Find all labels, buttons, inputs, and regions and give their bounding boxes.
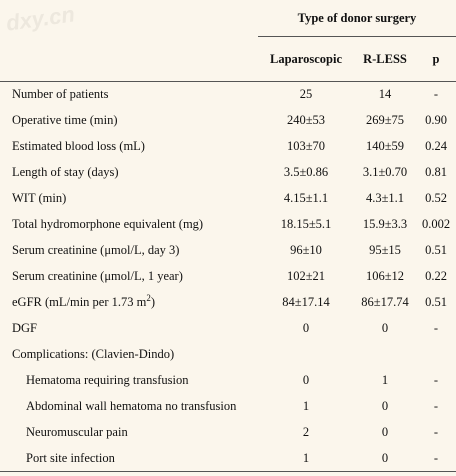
p-value: 0.002 [421, 217, 451, 231]
laparoscopic-value: 240±53 [286, 113, 326, 127]
laparoscopic-value: 18.15±5.1 [280, 217, 332, 231]
table-row: Serum creatinine (μmol/L, day 3) 96±10 9… [0, 238, 456, 264]
p-value: 0.90 [425, 113, 447, 127]
laparoscopic-value: 0 [302, 321, 310, 335]
row-label-superscript: 2 [146, 293, 151, 303]
laparoscopic-value: 1 [302, 450, 310, 465]
header-group-row: Type of donor surgery [0, 0, 456, 37]
group-header: Type of donor surgery [258, 0, 456, 37]
p-value: 0.51 [425, 295, 447, 309]
p-value: 0.51 [425, 243, 447, 257]
p-value: - [433, 425, 439, 439]
rless-value: 269±75 [365, 113, 405, 127]
rless-value: 14 [378, 87, 392, 102]
rless-value [354, 342, 416, 368]
laparoscopic-value: 3.5±0.86 [283, 165, 329, 179]
rless-value: 0 [381, 321, 389, 335]
row-label-text: eGFR (mL/min per 1.73 m [12, 295, 147, 309]
rless-value: 1 [381, 373, 389, 387]
laparoscopic-value: 25 [299, 87, 313, 102]
table-row: eGFR (mL/min per 1.73 m2) 84±17.14 86±17… [0, 290, 456, 316]
row-label: Serum creatinine (μmol/L, day 3) [12, 243, 180, 257]
col-header-rless: R-LESS [363, 51, 407, 66]
laparoscopic-value: 84±17.14 [282, 295, 330, 309]
rless-value: 0 [381, 425, 389, 439]
laparoscopic-value: 0 [302, 373, 310, 387]
rless-value: 95±15 [369, 243, 401, 257]
laparoscopic-value: 1 [302, 399, 310, 413]
p-value: - [433, 399, 439, 413]
rless-value: 86±17.74 [361, 295, 409, 309]
rless-value: 3.1±0.70 [362, 165, 408, 179]
header-empty-cell [0, 0, 258, 37]
p-value: 0.81 [425, 165, 447, 179]
laparoscopic-value: 102±21 [286, 269, 326, 283]
laparoscopic-value: 4.15±1.1 [283, 191, 329, 205]
p-value: - [433, 321, 439, 335]
row-label: Length of stay (days) [12, 165, 119, 179]
rless-value: 0 [381, 450, 389, 465]
table-row: Port site infection 1 0 - [0, 446, 456, 472]
table-row: Estimated blood loss (mL) 103±70 140±59 … [0, 134, 456, 160]
rless-value: 15.9±3.3 [362, 217, 408, 231]
row-label: Abdominal wall hematoma no transfusion [26, 399, 237, 413]
table-row: Neuromuscular pain 2 0 - [0, 420, 456, 446]
col-header-laparoscopic: Laparoscopic [270, 51, 342, 66]
rless-value: 106±12 [365, 269, 405, 283]
row-label: Operative time (min) [12, 113, 118, 127]
laparoscopic-value: 103±70 [286, 139, 326, 153]
table-row-section: Complications: (Clavien-Dindo) [0, 342, 456, 368]
p-value: - [433, 87, 439, 102]
table-row: Length of stay (days) 3.5±0.86 3.1±0.70 … [0, 160, 456, 186]
row-label: Hematoma requiring transfusion [26, 373, 189, 387]
laparoscopic-value: 96±10 [290, 243, 322, 257]
table-row: DGF 0 0 - [0, 316, 456, 342]
rless-value: 140±59 [365, 139, 405, 153]
table-row: Number of patients 25 14 - [0, 82, 456, 108]
row-label: WIT (min) [12, 191, 67, 205]
table-row: Operative time (min) 240±53 269±75 0.90 [0, 108, 456, 134]
row-label: Total hydromorphone equivalent (mg) [12, 217, 204, 231]
laparoscopic-value: 2 [302, 425, 310, 439]
section-label: Complications: (Clavien-Dindo) [12, 347, 175, 361]
p-value: - [433, 450, 439, 465]
p-value: 0.22 [425, 269, 447, 283]
p-value: 0.52 [425, 191, 447, 205]
row-label: DGF [12, 321, 38, 335]
p-value: - [433, 373, 439, 387]
row-label: Number of patients [12, 87, 109, 102]
row-label: Estimated blood loss (mL) [12, 139, 145, 153]
col-header-p: p [432, 51, 440, 66]
rless-value: 0 [381, 399, 389, 413]
row-label: Port site infection [26, 450, 115, 465]
table-row: Serum creatinine (μmol/L, 1 year) 102±21… [0, 264, 456, 290]
rless-value: 4.3±1.1 [365, 191, 405, 205]
table-row: Total hydromorphone equivalent (mg) 18.1… [0, 212, 456, 238]
table-row: Hematoma requiring transfusion 0 1 - [0, 368, 456, 394]
row-label: eGFR (mL/min per 1.73 m2) [0, 290, 258, 316]
table-row: WIT (min) 4.15±1.1 4.3±1.1 0.52 [0, 186, 456, 212]
p-value [416, 342, 456, 368]
p-value: 0.24 [425, 139, 447, 153]
row-label-tail: ) [150, 295, 156, 309]
laparoscopic-value [258, 342, 354, 368]
header-label-cell [0, 37, 258, 82]
table-row: Abdominal wall hematoma no transfusion 1… [0, 394, 456, 420]
header-columns-row: Laparoscopic R-LESS p [0, 37, 456, 82]
row-label: Neuromuscular pain [26, 425, 128, 439]
row-label: Serum creatinine (μmol/L, 1 year) [12, 269, 183, 283]
